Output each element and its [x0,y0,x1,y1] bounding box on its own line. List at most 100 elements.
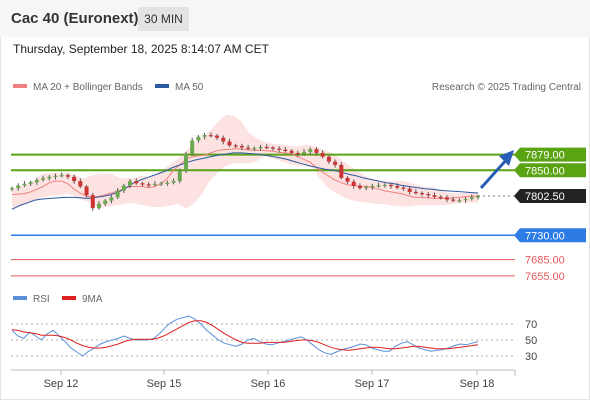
candle-body [333,161,338,165]
candle-body [121,185,126,191]
candle-body [246,147,251,149]
candle-body [314,149,319,153]
ma50-line [11,152,479,210]
candle-body [252,148,257,150]
candle-body [128,181,133,186]
candle-body [47,176,52,179]
candle-body [28,182,33,184]
rsi-level-label-50: 50 [525,335,537,347]
level-tags: 7879.00 7850.00 7802.50 7730.00 7685.00 7655.… [514,147,586,283]
chart-header: Cac 40 (Euronext) 30 MIN [0,0,590,37]
rsi-ma-legend-swatch [62,296,76,300]
candle-body [326,156,331,162]
candle-body [221,137,226,142]
candle-body [401,187,406,189]
candle-body [53,175,58,177]
level-tag-text-7730.00: 7730.00 [525,230,565,242]
forecast-arrow [479,150,514,190]
candle-body [320,152,325,157]
candle-body [351,181,356,186]
x-axis: Sep 12 Sep 15 Sep 16 Sep 17 Sep 18 [44,370,495,390]
rsi-level-label-30: 30 [525,351,537,363]
x-tick-label-Sep-16: Sep 16 [251,378,286,390]
x-tick-label-Sep-18: Sep 18 [460,378,495,390]
candle-body [196,136,201,141]
ma50-legend-swatch [155,84,169,88]
candle-body [140,183,145,185]
ma20-legend-swatch [13,84,27,88]
ma20-legend-label: MA 20 + Bollinger Bands [33,82,143,93]
candle-body [34,180,39,183]
candle-body [146,184,151,186]
candle-body [183,154,188,171]
rsi-legend-label: RSI [33,294,50,305]
candle-body [370,185,375,188]
candle-body [463,198,468,201]
candle-body [426,194,431,196]
candle-body [339,164,344,178]
candle-body [233,145,238,147]
candle-body [90,195,95,209]
level-tag-text-7879.00: 7879.00 [525,150,565,162]
candle-body [395,185,400,188]
candle-body [469,197,474,199]
candle-body [208,135,213,137]
candle-body [438,196,443,199]
candle-body [72,176,77,182]
moving-averages [11,148,479,210]
candle-body [476,196,480,198]
candle-body [159,183,164,185]
candle-body [239,145,244,148]
candle-body [177,170,182,182]
candle-body [41,178,46,181]
level-tag-7879.00 [514,147,586,162]
rsi-ma-line [11,320,479,351]
candlesticks [10,132,480,211]
candle-body [302,151,307,155]
rsi-line [11,315,479,357]
candle-body [215,135,220,138]
level-tag-7850.00 [514,163,586,178]
candle-body [78,181,83,187]
candle-body [10,188,14,190]
candle-body [357,185,362,189]
x-tick-label-Sep-17: Sep 17 [355,378,390,390]
rsi-lines [11,315,479,357]
ma20-line [11,148,478,199]
candle-body [289,150,294,153]
candle-body [444,197,449,200]
timeframe-badge[interactable]: 30 MIN [138,7,189,31]
candle-body [407,188,412,192]
rsi-grid: 70 50 30 [11,319,537,363]
candle-body [190,140,195,155]
candle-body [227,141,232,146]
x-tick-label-Sep-12: Sep 12 [44,378,79,390]
instrument-title: Cac 40 (Euronext) [11,10,139,27]
candle-body [376,185,381,187]
candle-body [59,175,64,177]
level-tag-text-7802.50: 7802.50 [525,191,565,203]
candle-body [389,184,394,187]
candle-body [277,148,282,150]
candle-body [171,181,176,183]
candle-body [451,199,456,201]
candle-body [152,183,157,186]
candle-body [308,149,313,152]
credit-label: Research © 2025 Trading Central [432,82,581,93]
level-tag-7730.00 [514,228,586,243]
rsi-ma-legend-label: 9MA [82,294,103,305]
candle-body [413,191,418,194]
datetime-label: Thursday, September 18, 2025 8:14:07 AM … [13,42,269,56]
candle-body [364,187,369,189]
rsi-level-label-70: 70 [525,319,537,331]
candle-body [115,190,120,198]
candle-body [264,146,269,149]
level-tag-7802.50 [514,189,586,203]
candle-body [134,181,139,184]
x-tick-label-Sep-15: Sep 15 [147,378,182,390]
candle-body [16,185,21,189]
level-label-7685.00: 7685.00 [525,255,565,267]
level-label-7655.00: 7655.00 [525,271,565,283]
ma50-legend-label: MA 50 [175,82,204,93]
candle-body [283,149,288,151]
